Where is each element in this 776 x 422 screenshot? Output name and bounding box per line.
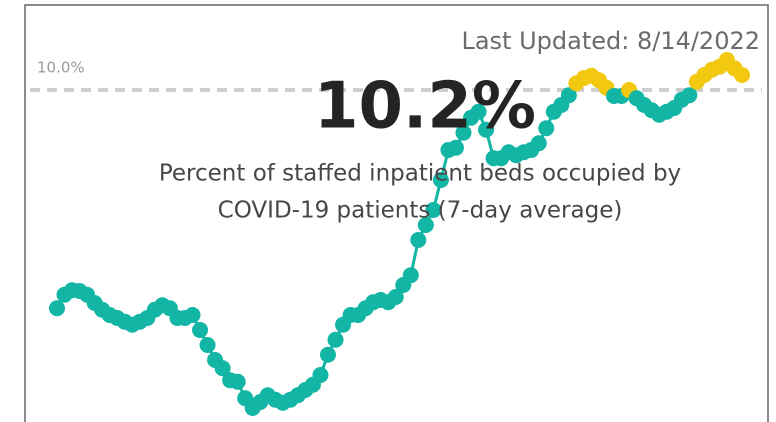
point <box>192 322 209 338</box>
point <box>327 331 344 348</box>
point <box>538 120 555 137</box>
point <box>312 367 329 383</box>
point <box>229 373 246 390</box>
reference-label: 10.0% <box>37 59 85 77</box>
point <box>214 360 231 377</box>
point <box>455 124 472 141</box>
point <box>470 103 487 120</box>
point <box>402 267 419 284</box>
point <box>478 121 495 138</box>
plot: 10.0% <box>30 52 762 416</box>
point <box>530 135 547 152</box>
point <box>734 67 750 83</box>
point <box>560 87 577 104</box>
last-updated: Last Updated: 8/14/2022 <box>461 27 760 55</box>
point <box>432 172 449 188</box>
point <box>387 289 404 305</box>
kpi-subtitle: COVID-19 patients (7-day average) <box>218 198 623 224</box>
point <box>199 337 216 353</box>
point <box>681 87 698 104</box>
point <box>410 232 427 248</box>
point <box>184 307 201 323</box>
point <box>417 217 434 233</box>
card-border <box>24 4 769 422</box>
point <box>319 346 336 363</box>
point <box>447 139 464 156</box>
point <box>425 202 442 218</box>
kpi-value: 10.2% <box>314 70 536 144</box>
point <box>49 300 65 317</box>
kpi-subtitle: Percent of staffed inpatient beds occupi… <box>159 161 681 187</box>
